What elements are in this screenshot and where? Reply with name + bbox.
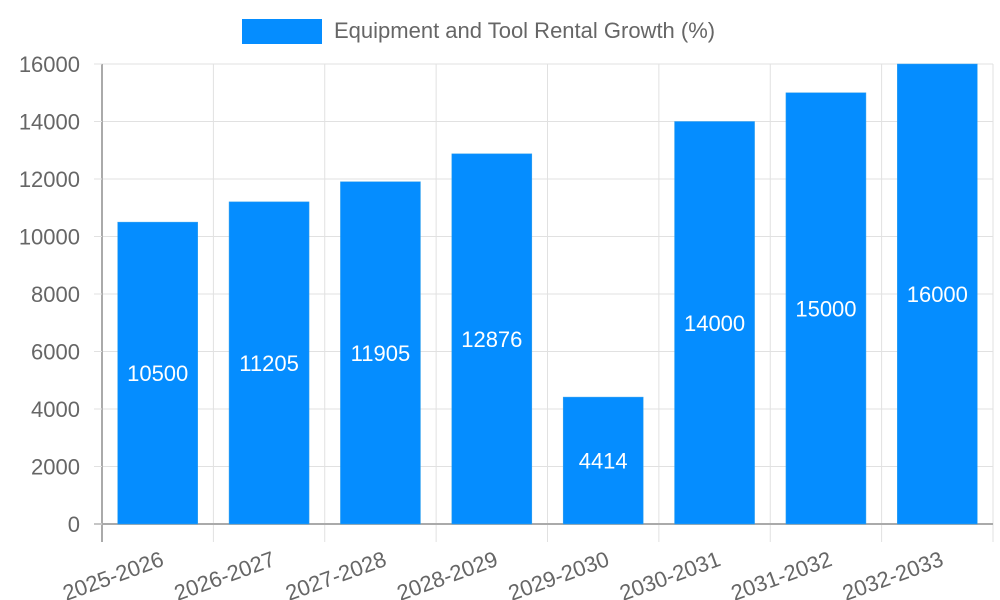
y-tick-label: 0 [68, 512, 80, 537]
bar[interactable] [340, 181, 421, 525]
y-tick-label: 12000 [19, 167, 80, 192]
bar[interactable] [451, 153, 533, 525]
bar-series: 10500 11205 11905 12876 4414 14000 15000 16000 [117, 63, 978, 525]
bar[interactable] [897, 63, 978, 525]
bar[interactable] [785, 92, 867, 525]
legend-swatch [242, 18, 322, 44]
x-tick-label: 2030-2031 [616, 546, 723, 600]
chart-legend[interactable]: Equipment and Tool Rental Growth (%) [242, 18, 715, 44]
x-tick-label: 2029-2030 [505, 546, 612, 600]
x-axis: 2025-2026 2026-2027 2027-2028 2028-2029 2029… [59, 546, 946, 600]
bar[interactable] [228, 201, 310, 525]
bar-value-label: 14000 [684, 311, 745, 336]
x-tick-label: 2026-2027 [171, 546, 278, 600]
x-tick-label: 2031-2032 [728, 546, 835, 600]
bar-value-label: 16000 [907, 282, 968, 307]
y-tick-label: 14000 [19, 110, 80, 135]
y-tick-label: 16000 [19, 52, 80, 77]
x-tick-label: 2032-2033 [839, 546, 946, 600]
bar-value-label: 4414 [579, 449, 628, 474]
bar-value-label: 12876 [461, 327, 522, 352]
x-tick-label: 2025-2026 [59, 546, 166, 600]
bar-value-label: 15000 [795, 296, 856, 321]
x-tick-label: 2027-2028 [282, 546, 389, 600]
bar-value-label: 11205 [239, 351, 299, 376]
bar[interactable] [562, 396, 644, 525]
y-axis: 0 2000 4000 6000 8000 10000 12000 14000 16000 [19, 52, 102, 537]
y-tick-label: 6000 [31, 340, 80, 365]
y-tick-label: 4000 [31, 397, 80, 422]
y-tick-label: 2000 [31, 455, 80, 480]
y-tick-label: 8000 [31, 282, 80, 307]
legend-label: Equipment and Tool Rental Growth (%) [334, 18, 716, 43]
bar-value-label: 11905 [351, 341, 411, 366]
y-tick-label: 10000 [19, 225, 80, 250]
bar[interactable] [117, 221, 198, 525]
bar-value-label: 10500 [127, 361, 188, 386]
bar[interactable] [674, 121, 755, 525]
x-tick-label: 2028-2029 [394, 546, 501, 600]
